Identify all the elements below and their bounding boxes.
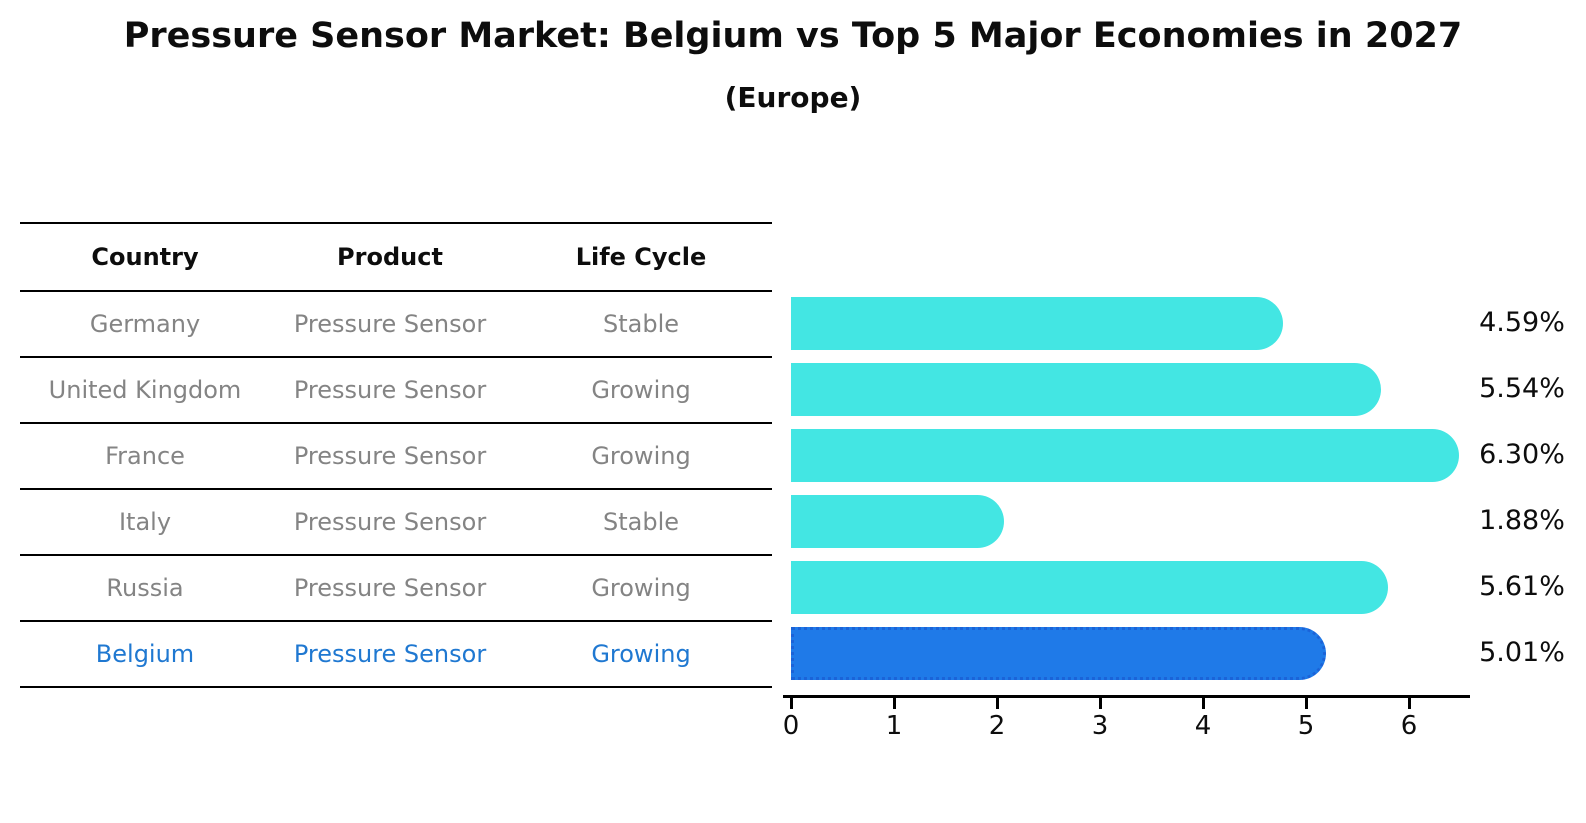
x-tick-label-5: 5 xyxy=(1297,711,1315,741)
cell-product: Pressure Sensor xyxy=(293,574,487,602)
value-label-france: 6.30% xyxy=(1479,439,1565,470)
value-label-italy: 1.88% xyxy=(1479,505,1565,536)
chart-subtitle: (Europe) xyxy=(724,81,862,114)
table-row-united-kingdom: United Kingdom Pressure Sensor Growing xyxy=(20,357,772,423)
x-tick-label-6: 6 xyxy=(1400,711,1418,741)
x-tick-label-0: 0 xyxy=(782,711,800,741)
cell-life-cycle: Growing xyxy=(591,442,691,470)
x-tick-3 xyxy=(1098,698,1102,709)
cell-product: Pressure Sensor xyxy=(293,640,487,668)
cell-country: Germany xyxy=(89,310,201,338)
table-row-germany: Germany Pressure Sensor Stable xyxy=(20,291,772,357)
cell-country: France xyxy=(105,442,185,470)
value-label-russia: 5.61% xyxy=(1479,571,1565,602)
country-table: Country Product Life Cycle Germany Pressu… xyxy=(20,222,772,688)
bar-germany xyxy=(791,296,1284,350)
cell-life-cycle: Growing xyxy=(591,376,691,404)
cell-product: Pressure Sensor xyxy=(293,442,487,470)
x-tick-4 xyxy=(1201,698,1205,709)
cell-life-cycle: Stable xyxy=(602,508,680,536)
bar-united-kingdom xyxy=(791,362,1381,416)
cell-life-cycle: Stable xyxy=(602,310,680,338)
cell-product: Pressure Sensor xyxy=(293,310,487,338)
x-tick-1 xyxy=(892,698,896,709)
cell-country: United Kingdom xyxy=(48,376,242,404)
header-country: Country xyxy=(91,243,199,271)
table-row-russia: Russia Pressure Sensor Growing xyxy=(20,555,772,621)
cell-country: Belgium xyxy=(95,640,195,668)
bar-italy xyxy=(791,494,1005,548)
value-label-united-kingdom: 5.54% xyxy=(1479,373,1565,404)
bar-russia xyxy=(791,560,1389,614)
x-axis-line xyxy=(783,695,1470,698)
x-tick-2 xyxy=(995,698,999,709)
bar-belgium xyxy=(791,626,1327,680)
cell-country: Italy xyxy=(118,508,172,536)
bar-france xyxy=(791,428,1460,482)
table-row-belgium: Belgium Pressure Sensor Growing xyxy=(20,621,772,687)
x-tick-label-2: 2 xyxy=(988,711,1006,741)
x-tick-label-3: 3 xyxy=(1091,711,1109,741)
header-product: Product xyxy=(337,243,443,271)
table-row-italy: Italy Pressure Sensor Stable xyxy=(20,489,772,555)
chart-title: Pressure Sensor Market: Belgium vs Top 5… xyxy=(123,16,1463,56)
header-life-cycle: Life Cycle xyxy=(575,243,707,271)
cell-product: Pressure Sensor xyxy=(293,508,487,536)
x-tick-0 xyxy=(789,698,793,709)
x-tick-5 xyxy=(1304,698,1308,709)
value-label-belgium: 5.01% xyxy=(1479,637,1565,668)
cell-product: Pressure Sensor xyxy=(293,376,487,404)
x-tick-6 xyxy=(1407,698,1411,709)
x-tick-label-4: 4 xyxy=(1194,711,1212,741)
cell-life-cycle: Growing xyxy=(591,574,691,602)
table-header-row: Country Product Life Cycle xyxy=(20,223,772,291)
cell-country: Russia xyxy=(106,574,184,602)
cell-life-cycle: Growing xyxy=(591,640,691,668)
value-label-germany: 4.59% xyxy=(1479,307,1565,338)
x-tick-label-1: 1 xyxy=(885,711,903,741)
table-row-france: France Pressure Sensor Growing xyxy=(20,423,772,489)
